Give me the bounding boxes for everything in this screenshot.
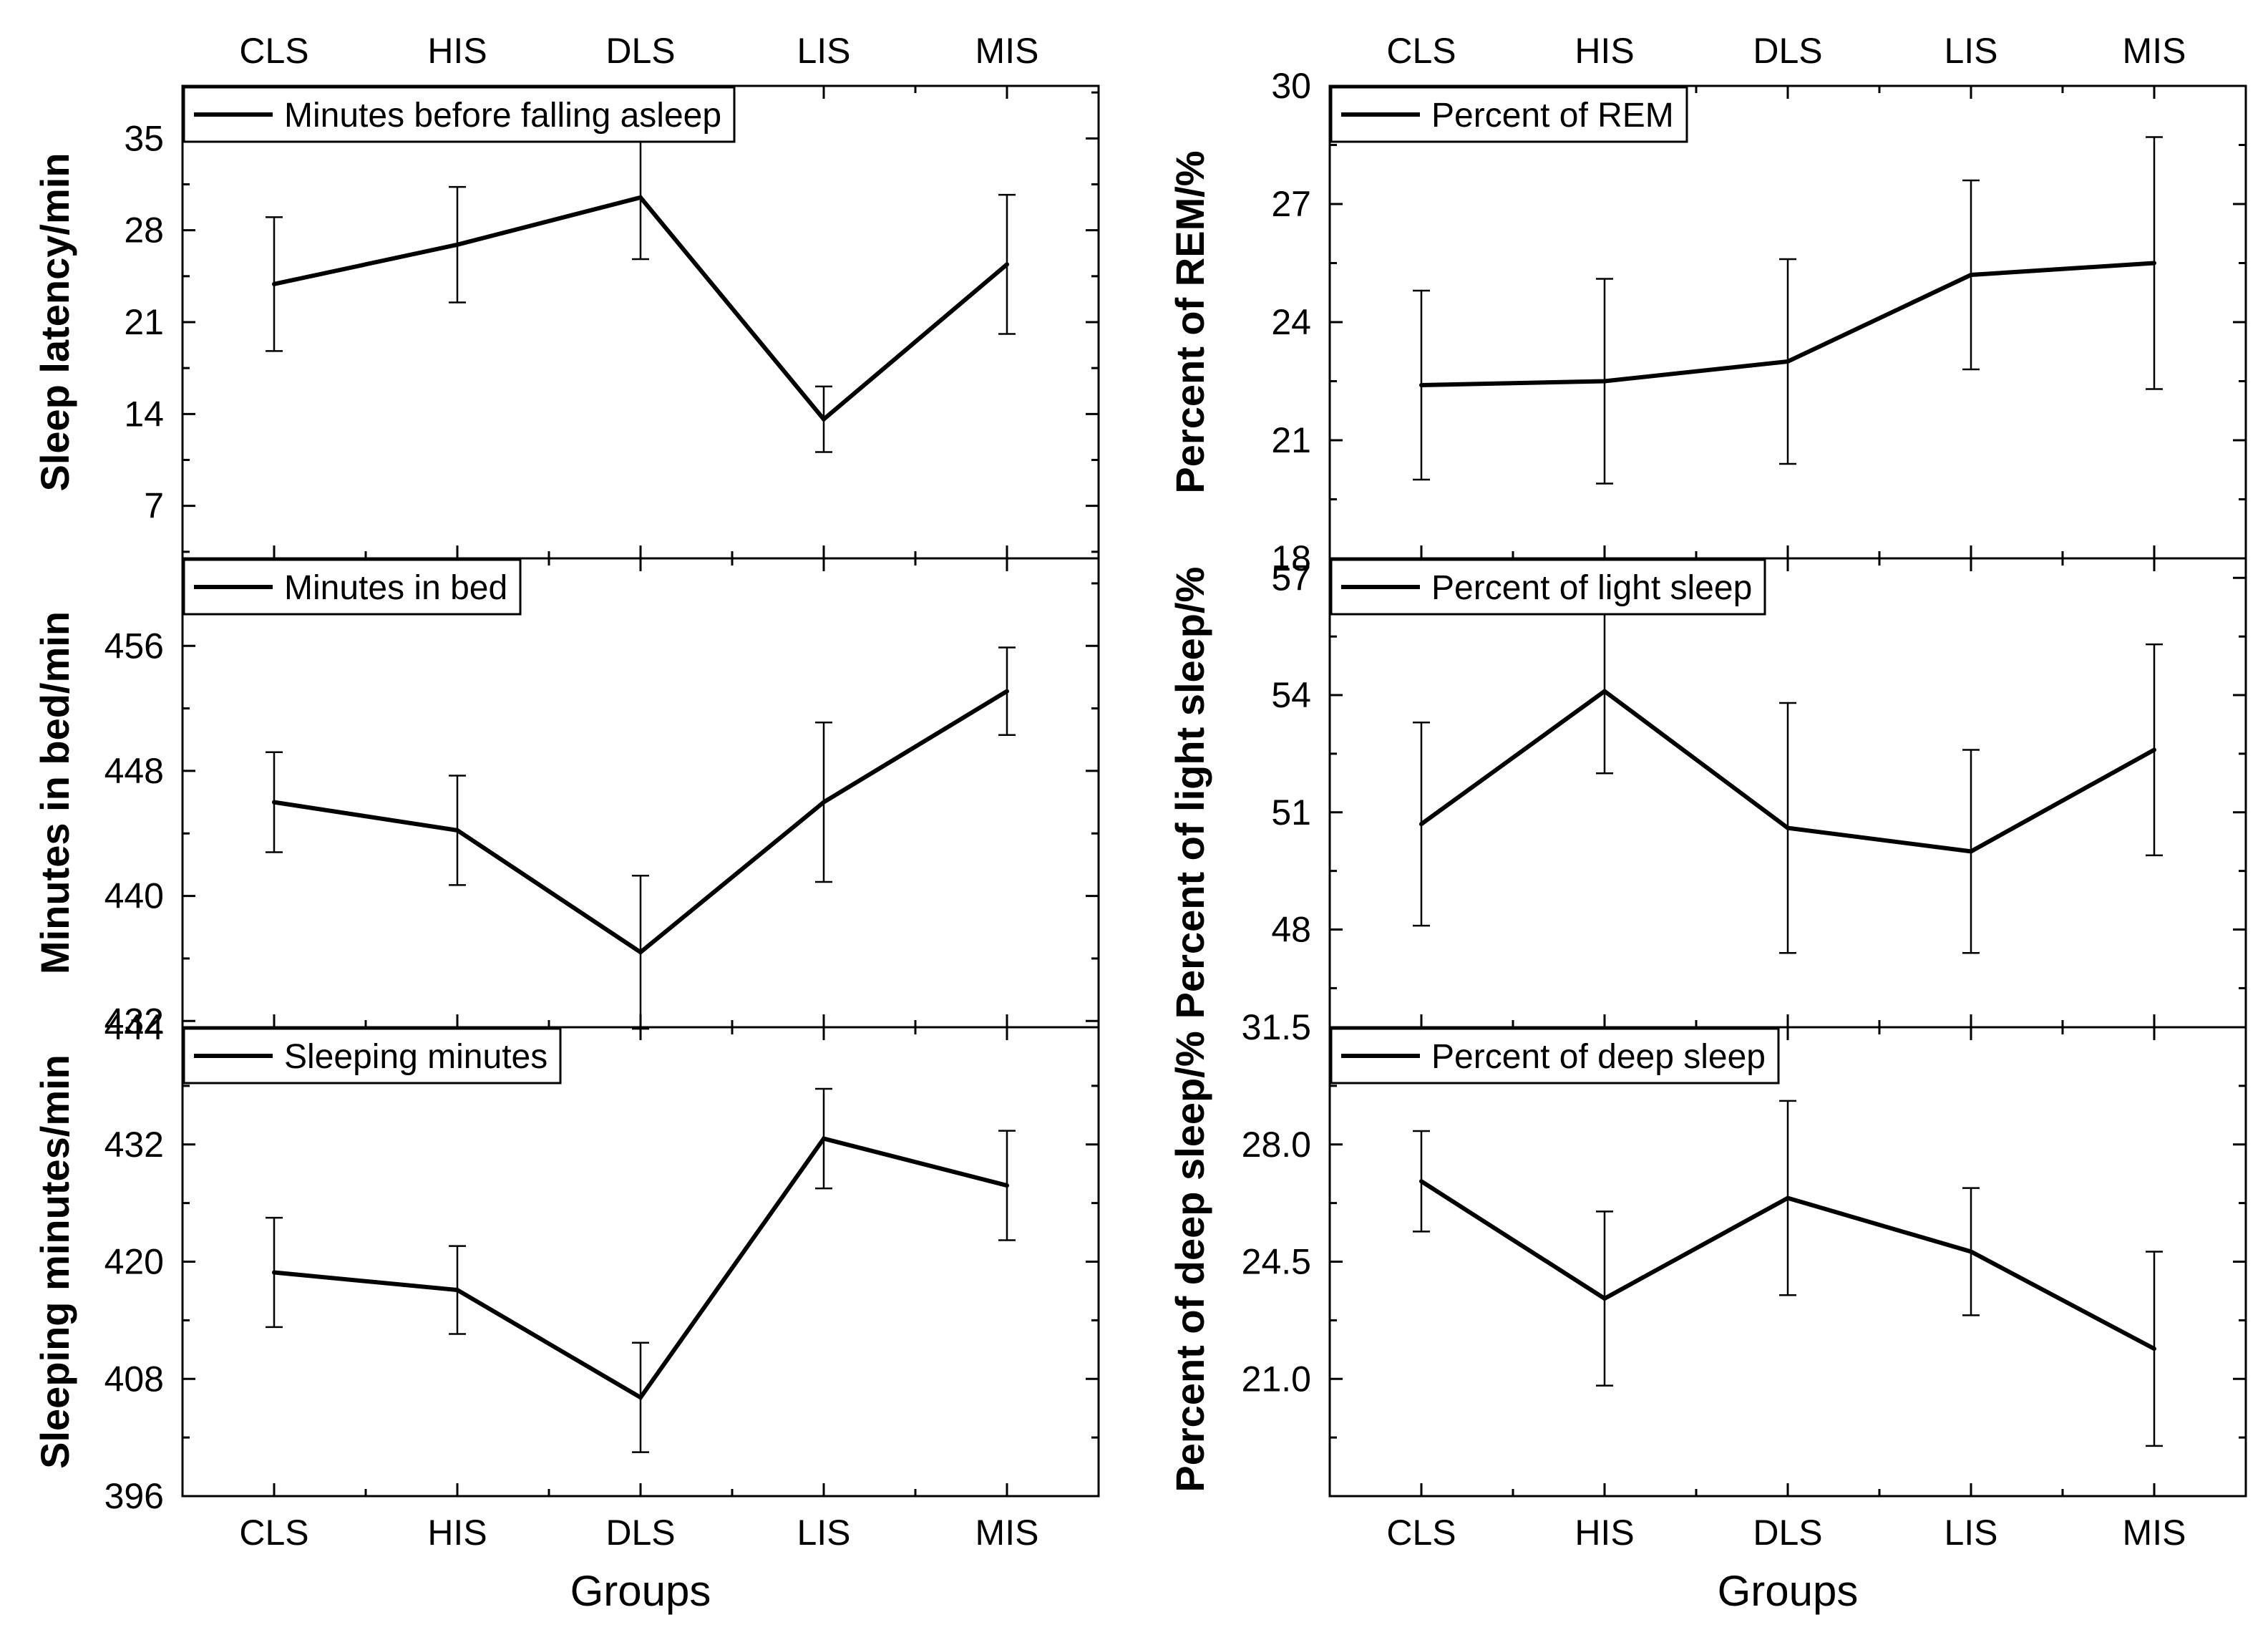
panel-percent-of-light-sleep-point-dls: [1786, 825, 1790, 830]
panel-sleep-latency-min-ylabel: Sleep latency/min: [32, 152, 77, 491]
panel-percent-of-deep-sleep-point-dls: [1786, 1195, 1790, 1200]
panel-percent-of-deep-sleep-category-label: HIS: [1575, 1513, 1634, 1553]
panel-percent-of-light-sleep-ytick-label: 54: [1271, 675, 1311, 715]
panel-sleep-latency-min-legend-label: Minutes before falling asleep: [284, 97, 721, 135]
panel-percent-of-rem-point-cls: [1419, 383, 1423, 387]
panel-percent-of-deep-sleep-point-lis: [1969, 1249, 1973, 1254]
panel-minutes-in-bed-min-point-lis: [822, 800, 826, 805]
panel-percent-of-light-sleep-ytick-label: 51: [1271, 792, 1311, 833]
panel-percent-of-rem-point-lis: [1969, 273, 1973, 277]
panel-percent-of-deep-sleep-category-label: CLS: [1386, 1513, 1456, 1553]
panel-sleep-latency-min-ytick-label: 14: [124, 394, 164, 434]
panel-percent-of-deep-sleep-category-label: LIS: [1944, 1513, 1997, 1553]
panel-percent-of-light-sleep-ylabel: Percent of light sleep/%: [1167, 567, 1212, 1019]
panel-percent-of-rem-ytick-label: 24: [1271, 302, 1311, 342]
panel-percent-of-deep-sleep-category-label: MIS: [2123, 1513, 2186, 1553]
panel-percent-of-rem-point-dls: [1786, 359, 1790, 364]
panel-percent-of-rem-top-category-label: HIS: [1575, 31, 1634, 71]
panel-sleeping-minutes-min-ytick-label: 444: [104, 1007, 164, 1047]
panel-minutes-in-bed-min-ylabel: Minutes in bed/min: [32, 611, 77, 974]
panel-minutes-in-bed-min-point-his: [455, 828, 459, 833]
panel-percent-of-rem-ytick-label: 30: [1271, 66, 1311, 106]
panel-sleeping-minutes-min-category-label: CLS: [239, 1513, 308, 1553]
panel-percent-of-deep-sleep-point-cls: [1419, 1179, 1423, 1184]
panel-sleep-latency-min-ytick-label: 7: [144, 486, 164, 526]
panel-percent-of-light-sleep-point-lis: [1969, 849, 1973, 854]
panel-sleep-latency-min-point-his: [455, 242, 459, 247]
panel-percent-of-deep-sleep-xlabel: Groups: [1718, 1567, 1859, 1615]
panel-minutes-in-bed-min-ytick-label: 448: [104, 751, 164, 791]
panel-sleep-latency-min-point-mis: [1005, 262, 1009, 267]
panel-minutes-in-bed-min-point-mis: [1005, 689, 1009, 694]
panel-percent-of-deep-sleep-ytick-label: 31.5: [1242, 1007, 1311, 1047]
panel-sleep-latency-min-top-category-label: CLS: [239, 31, 308, 71]
panel-sleep-latency-min-ytick-label: 28: [124, 210, 164, 251]
panel-sleep-latency-min-top-category-label: DLS: [605, 31, 675, 71]
panel-percent-of-light-sleep-point-his: [1602, 689, 1607, 694]
panel-sleeping-minutes-min-ytick-label: 408: [104, 1359, 164, 1399]
panel-sleeping-minutes-min-point-cls: [272, 1270, 276, 1275]
panel-percent-of-light-sleep-point-mis: [2152, 747, 2156, 752]
panel-percent-of-deep-sleep-ytick-label: 21.0: [1242, 1359, 1311, 1399]
panel-percent-of-rem-top-category-label: DLS: [1753, 31, 1822, 71]
panel-percent-of-deep-sleep-ytick-label: 24.5: [1242, 1242, 1311, 1282]
panel-sleep-latency-min-point-dls: [638, 195, 643, 200]
panel-sleeping-minutes-min-ytick-label: 396: [104, 1476, 164, 1516]
panel-sleeping-minutes-min-category-label: HIS: [427, 1513, 487, 1553]
panel-minutes-in-bed-min-point-dls: [638, 950, 643, 955]
panel-sleep-latency-min-point-cls: [272, 281, 276, 286]
panel-sleep-latency-min-point-lis: [822, 417, 826, 422]
panel-sleeping-minutes-min-category-label: DLS: [605, 1513, 675, 1553]
panel-minutes-in-bed-min-point-cls: [272, 800, 276, 805]
panel-percent-of-light-sleep-ytick-label: 57: [1271, 558, 1311, 598]
panel-sleep-latency-min-top-category-label: LIS: [797, 31, 850, 71]
panel-percent-of-deep-sleep-point-his: [1602, 1296, 1607, 1301]
panel-percent-of-light-sleep-ytick-label: 48: [1271, 910, 1311, 950]
panel-sleep-latency-min-ytick-label: 21: [124, 302, 164, 342]
panel-sleep-latency-min-ytick-label: 35: [124, 118, 164, 158]
panel-percent-of-rem-ytick-label: 18: [1271, 538, 1311, 578]
panel-percent-of-rem-top-category-label: LIS: [1944, 31, 1997, 71]
panel-percent-of-rem-point-his: [1602, 379, 1607, 384]
panel-percent-of-deep-sleep-category-label: DLS: [1753, 1513, 1822, 1553]
panel-percent-of-rem-ytick-label: 27: [1271, 184, 1311, 224]
panel-sleeping-minutes-min-category-label: MIS: [975, 1513, 1039, 1553]
panel-percent-of-rem-top-category-label: MIS: [2123, 31, 2186, 71]
panel-minutes-in-bed-min-ytick-label: 432: [104, 1001, 164, 1041]
panel-minutes-in-bed-min-ytick-label: 456: [104, 626, 164, 666]
panel-percent-of-deep-sleep-legend-label: Percent of deep sleep: [1431, 1038, 1766, 1076]
panel-sleep-latency-min-top-category-label: HIS: [427, 31, 487, 71]
panel-percent-of-deep-sleep-point-mis: [2152, 1347, 2156, 1352]
panel-percent-of-deep-sleep-ylabel: Percent of deep sleep/%: [1167, 1031, 1212, 1492]
panel-sleeping-minutes-min-ytick-label: 420: [104, 1242, 164, 1282]
panel-sleeping-minutes-min-category-label: LIS: [797, 1513, 850, 1553]
panel-minutes-in-bed-min-legend-label: Minutes in bed: [284, 569, 507, 607]
panel-percent-of-rem-legend-label: Percent of REM: [1431, 97, 1674, 135]
panel-sleeping-minutes-min-ylabel: Sleeping minutes/min: [32, 1054, 77, 1469]
panel-sleeping-minutes-min-point-mis: [1005, 1183, 1009, 1188]
panel-percent-of-rem-point-mis: [2152, 261, 2156, 266]
panel-sleeping-minutes-min-ytick-label: 432: [104, 1125, 164, 1165]
panel-sleeping-minutes-min-legend-label: Sleeping minutes: [284, 1038, 547, 1076]
panel-percent-of-rem-ytick-label: 21: [1271, 420, 1311, 460]
panel-percent-of-deep-sleep-ytick-label: 28.0: [1242, 1125, 1311, 1165]
panel-percent-of-light-sleep-point-cls: [1419, 822, 1423, 827]
panel-sleep-latency-min-legend: [182, 86, 736, 143]
panel-percent-of-rem-ylabel: Percent of REM/%: [1167, 150, 1212, 493]
panel-sleeping-minutes-min-xlabel: Groups: [570, 1567, 711, 1615]
panel-sleep-latency-min-top-category-label: MIS: [975, 31, 1039, 71]
panel-percent-of-light-sleep-legend-label: Percent of light sleep: [1431, 569, 1752, 607]
panel-sleeping-minutes-min-point-his: [455, 1288, 459, 1293]
panel-minutes-in-bed-min-ytick-label: 440: [104, 876, 164, 916]
panel-sleeping-minutes-min-point-lis: [822, 1136, 826, 1141]
panel-sleeping-minutes-min-point-dls: [638, 1395, 643, 1400]
panel-percent-of-rem-top-category-label: CLS: [1386, 31, 1456, 71]
